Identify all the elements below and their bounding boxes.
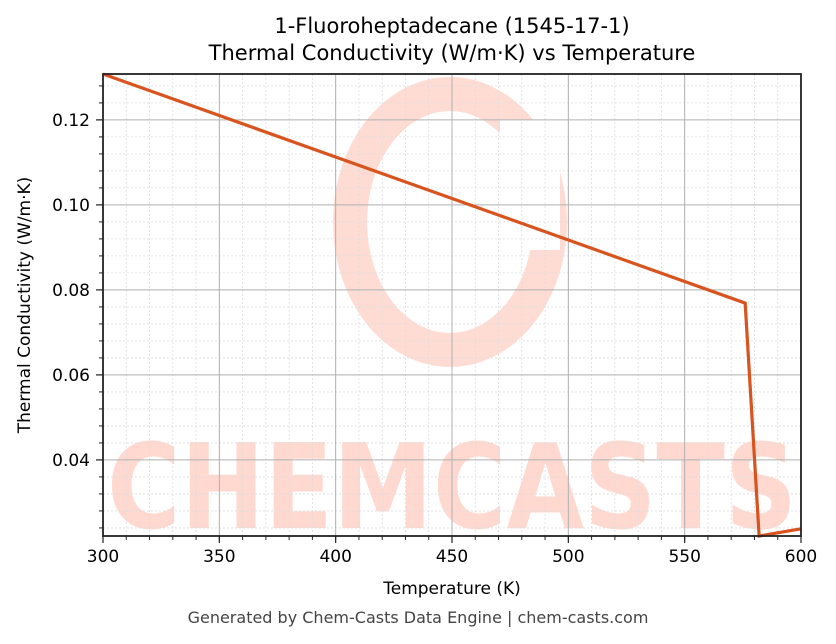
- x-axis-label: Temperature (K): [382, 579, 521, 599]
- y-axis-label: Thermal Conductivity (W/m·K): [15, 177, 35, 435]
- chart-title: 1-Fluoroheptadecane (1545-17-1): [274, 14, 630, 38]
- svg-text:0.04: 0.04: [52, 451, 90, 471]
- x-axis-ticks: 300 350 400 450 500 550 600: [87, 536, 817, 567]
- footer-credit: Generated by Chem-Casts Data Engine | ch…: [187, 608, 649, 627]
- svg-text:550: 550: [668, 547, 700, 567]
- svg-text:450: 450: [436, 547, 468, 567]
- svg-text:0.12: 0.12: [52, 111, 90, 131]
- svg-text:500: 500: [552, 547, 584, 567]
- svg-text:300: 300: [87, 547, 119, 567]
- svg-text:0.10: 0.10: [52, 196, 90, 216]
- y-axis-ticks: 0.04 0.06 0.08 0.10 0.12: [52, 85, 103, 529]
- svg-text:0.08: 0.08: [52, 281, 90, 301]
- svg-text:600: 600: [785, 547, 817, 567]
- chart-subtitle: Thermal Conductivity (W/m·K) vs Temperat…: [208, 41, 696, 65]
- data-series: [102, 72, 802, 538]
- svg-text:0.06: 0.06: [52, 366, 90, 386]
- svg-text:400: 400: [319, 547, 351, 567]
- svg-text:350: 350: [203, 547, 235, 567]
